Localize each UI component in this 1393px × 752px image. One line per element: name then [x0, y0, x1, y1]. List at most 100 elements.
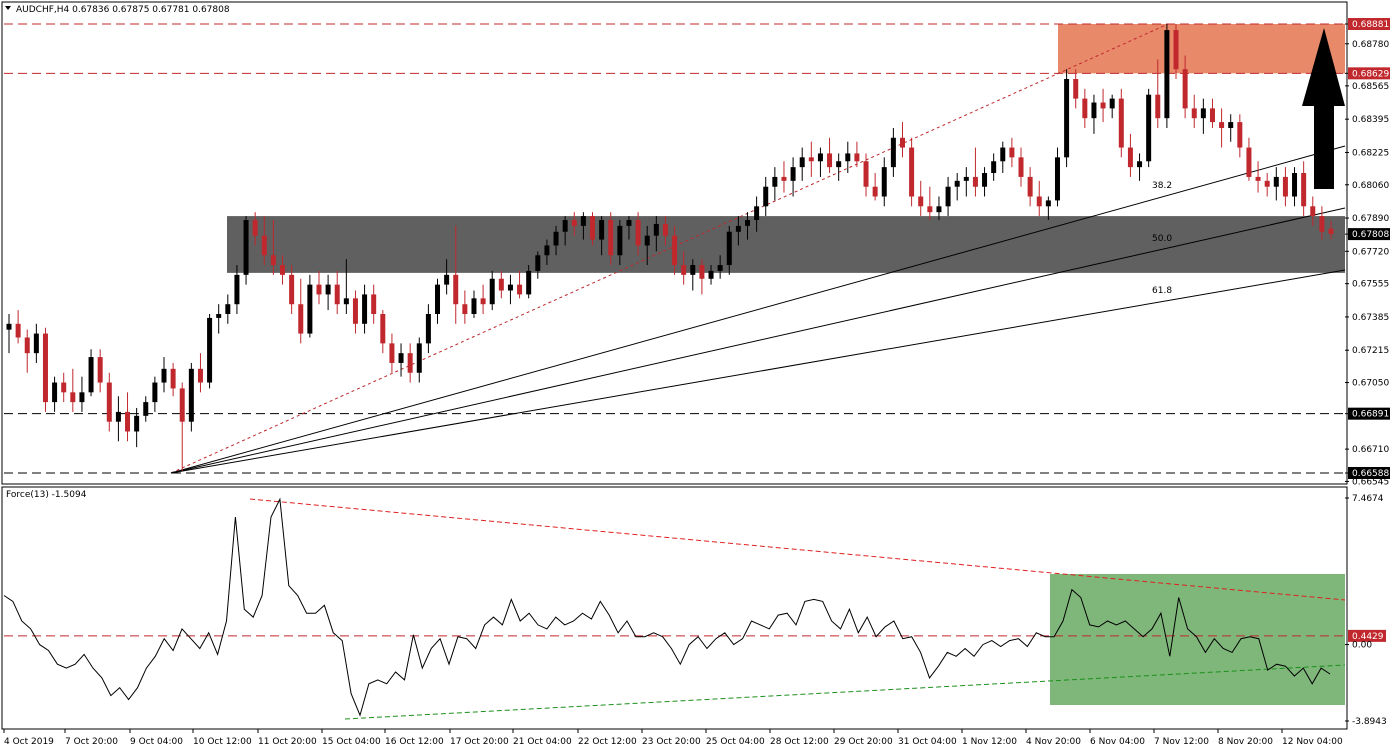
- fan-label-0: 38.2: [1152, 181, 1172, 191]
- candle-body: [15, 323, 21, 338]
- candle-body: [471, 298, 477, 314]
- candle-body: [526, 270, 532, 295]
- resistance-zone: [1058, 24, 1345, 74]
- candle-body: [453, 274, 459, 305]
- candle-body: [61, 382, 67, 393]
- candle-body: [435, 284, 441, 314]
- candle: [480, 284, 486, 314]
- y-tick-label-10: 0.67555: [1352, 280, 1389, 290]
- candle: [1027, 167, 1033, 207]
- candle-body: [1237, 122, 1243, 148]
- candle-body: [79, 392, 85, 403]
- candle: [1310, 196, 1316, 226]
- candle-body: [1054, 157, 1060, 201]
- x-tick-label-5: 15 Oct 04:00: [322, 737, 381, 747]
- current-price-tag: 0.67808: [1348, 228, 1390, 241]
- candle: [252, 212, 258, 246]
- candle-body: [854, 153, 860, 162]
- candle: [1064, 69, 1070, 168]
- candle-body: [909, 147, 915, 197]
- candle: [644, 225, 650, 266]
- candle: [744, 212, 750, 240]
- candle-body: [735, 225, 741, 232]
- candle-body: [817, 153, 823, 162]
- candle: [161, 357, 167, 393]
- candle: [763, 176, 769, 217]
- candle-body: [462, 304, 468, 314]
- candle-body: [936, 206, 942, 213]
- candle-body: [480, 298, 486, 305]
- candle-body: [918, 196, 924, 207]
- candle: [1155, 59, 1161, 128]
- candle: [517, 270, 523, 299]
- candle: [963, 167, 969, 197]
- candle-body: [416, 343, 422, 373]
- candle-body: [6, 323, 12, 330]
- candle: [580, 212, 586, 240]
- candle: [881, 157, 887, 207]
- candle: [599, 216, 605, 256]
- candle-body: [389, 343, 395, 363]
- candle-body: [1282, 176, 1288, 197]
- candle: [307, 274, 313, 338]
- candle-body: [307, 284, 313, 334]
- candle-body: [1064, 79, 1070, 158]
- candle: [1273, 167, 1279, 201]
- candle-body: [799, 157, 805, 168]
- candle: [872, 173, 878, 201]
- candle: [33, 323, 39, 363]
- candle: [97, 349, 103, 393]
- candle: [608, 212, 614, 266]
- level-price-tag-0: 0.68881: [1348, 18, 1390, 30]
- candle: [899, 122, 905, 158]
- candle: [1319, 206, 1325, 240]
- y-tick-label-7: 0.67890: [1352, 214, 1389, 224]
- y-tick-label-1: 0.68780: [1352, 40, 1389, 50]
- indicator-ref-tag: 0.4429: [1348, 629, 1386, 642]
- candle-body: [1319, 216, 1325, 232]
- candle-body: [334, 284, 340, 305]
- candle-body: [270, 255, 276, 266]
- candle-body: [772, 176, 778, 187]
- candle: [1173, 24, 1179, 80]
- candle: [334, 270, 340, 314]
- candle-body: [662, 223, 668, 236]
- candle-body: [398, 353, 404, 363]
- fan-line-1: [170, 207, 1346, 474]
- candle-body: [1200, 108, 1206, 119]
- candle: [1292, 167, 1298, 207]
- indicator-trend-down: [249, 498, 1346, 601]
- indicator-trend-up: [344, 664, 1346, 720]
- indicator-frame: [1, 486, 1348, 730]
- y-tick-label-5: 0.68225: [1352, 148, 1389, 158]
- candle: [261, 216, 267, 266]
- candle: [790, 157, 796, 197]
- candle: [690, 259, 696, 291]
- candle: [672, 225, 678, 275]
- candle: [845, 141, 851, 174]
- candle: [234, 265, 240, 314]
- candle-body: [362, 294, 368, 324]
- candle-body: [653, 223, 659, 236]
- candle: [6, 313, 12, 354]
- candle-body: [1146, 94, 1152, 162]
- candle-body: [726, 231, 732, 266]
- candle-body: [608, 220, 614, 256]
- indicator-ref-tag-bg: [1348, 629, 1386, 642]
- y-tick-label-9: 0.67720: [1352, 247, 1389, 257]
- candle: [289, 265, 295, 314]
- y-tick-label-3: 0.68565: [1352, 82, 1389, 92]
- candle: [1282, 167, 1288, 207]
- candle: [489, 270, 495, 311]
- candle: [817, 147, 823, 177]
- candle-body: [1219, 122, 1225, 128]
- symbol-dropdown-icon[interactable]: [5, 6, 11, 10]
- candle-body: [1027, 176, 1033, 197]
- candle: [24, 329, 30, 373]
- candle-body: [781, 176, 787, 181]
- candle-body: [845, 153, 851, 162]
- candle: [197, 353, 203, 393]
- candle: [617, 220, 623, 266]
- candle-body: [599, 220, 605, 240]
